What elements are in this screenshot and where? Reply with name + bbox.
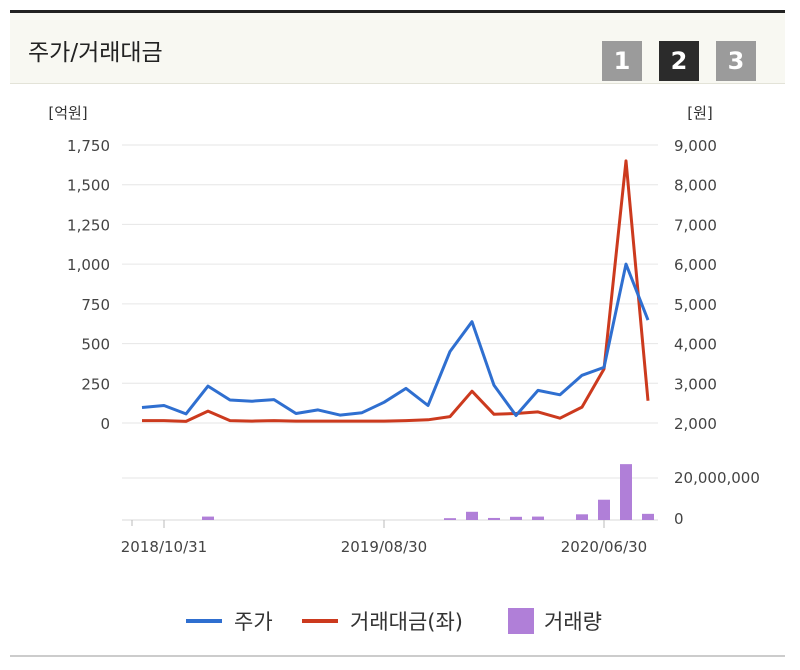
price-chart: [억원] [원] 1,750 9,000 1,500 8,000 1,250 7,000 1…: [48, 104, 760, 556]
volume-bar: [466, 511, 478, 520]
left-axis-tick-label: 0: [100, 415, 110, 433]
price-line: [141, 262, 650, 417]
volume-bar: [444, 518, 456, 520]
volume-axis-tick-label: 0: [674, 510, 684, 528]
panel-top-border: [10, 10, 785, 13]
legend-swatch-volume: [508, 608, 534, 634]
left-axis-tick-label: 500: [81, 336, 110, 354]
left-axis-tick-label: 250: [81, 375, 110, 393]
right-axis-tick-label: 3,000: [674, 375, 717, 393]
page-button-2[interactable]: 2: [659, 41, 699, 81]
right-axis-tick-label: 4,000: [674, 336, 717, 354]
chart-panel: 주가/거래대금 1 2 3 [억원] [원] 1,750 9,000 1,500 8,…: [10, 0, 785, 660]
page-button-1[interactable]: 1: [602, 41, 642, 81]
left-axis-tick-label: 1,500: [67, 177, 110, 195]
volume-bar: [532, 516, 544, 520]
volume-bar: [510, 516, 522, 520]
legend-item-volume[interactable]: 거래량: [508, 606, 602, 636]
legend-label-price: 주가: [234, 610, 273, 634]
left-axis-tick-label: 750: [81, 296, 110, 314]
volume-bar: [202, 516, 214, 520]
right-axis-tick-label: 5,000: [674, 296, 717, 314]
legend-item-price[interactable]: 주가: [186, 606, 273, 636]
legend-swatch-price: [186, 619, 222, 623]
volume-bar: [488, 517, 500, 520]
right-axis-tick-label: 2,000: [674, 415, 717, 433]
volume-bar: [598, 499, 610, 520]
panel-bottom-border: [10, 655, 785, 657]
x-axis-tick-label: 2019/08/30: [341, 538, 427, 556]
legend-swatch-trade-value: [302, 619, 338, 623]
right-unit-label: [원]: [687, 104, 713, 122]
legend-label-trade-value: 거래대금(좌): [350, 610, 463, 634]
trade-value-line: [142, 159, 650, 423]
left-axis-tick-label: 1,750: [67, 137, 110, 155]
right-axis-tick-label: 6,000: [674, 256, 717, 274]
left-axis-tick-label: 1,250: [67, 216, 110, 234]
volume-axis-tick-label: 20,000,000: [674, 469, 760, 487]
x-axis-tick-label: 2020/06/30: [561, 538, 647, 556]
legend-item-trade-value[interactable]: 거래대금(좌): [302, 606, 463, 636]
legend-label-volume: 거래량: [544, 610, 602, 634]
left-unit-label: [억원]: [48, 104, 87, 122]
left-axis-tick-label: 1,000: [67, 256, 110, 274]
x-axis-tick-label: 2018/10/31: [121, 538, 207, 556]
volume-bar: [642, 513, 654, 520]
volume-bar: [620, 464, 632, 520]
page-button-3[interactable]: 3: [716, 41, 756, 81]
chart-legend: 주가 거래대금(좌) 거래량: [10, 600, 785, 640]
right-axis-tick-label: 8,000: [674, 177, 717, 195]
panel-header: 주가/거래대금 1 2 3: [10, 13, 785, 84]
right-axis-tick-label: 9,000: [674, 137, 717, 155]
right-axis-tick-label: 7,000: [674, 216, 717, 234]
volume-bar: [576, 514, 588, 520]
panel-title: 주가/거래대금: [28, 40, 163, 66]
